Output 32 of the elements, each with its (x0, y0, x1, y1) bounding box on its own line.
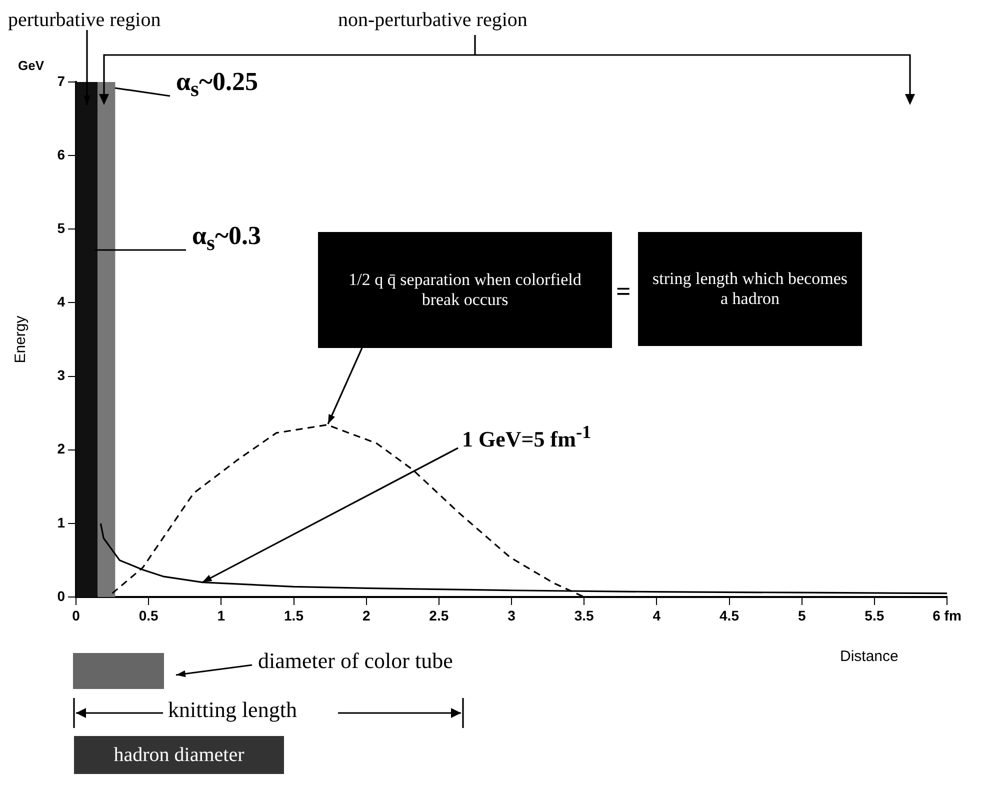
text: GeV (18, 58, 44, 74)
text: non-perturbative region (338, 8, 528, 32)
x-tick-label: 0.5 (138, 607, 159, 624)
y-tick-label: 0 (57, 588, 66, 604)
x-tick-label: 2 (362, 607, 370, 624)
y-tick-label: 2 (57, 440, 66, 457)
y-tick-label: 4 (57, 294, 66, 310)
y-tick-label: 3 (57, 367, 66, 384)
x-tick-label: 3.5 (574, 607, 594, 624)
x-tick-label: 2.5 (429, 607, 449, 624)
x-tick-label: 1.5 (284, 607, 304, 624)
y-tick-label: 5 (57, 220, 66, 236)
x-tick-label: 3 (508, 607, 516, 624)
text: perturbative region (8, 8, 161, 32)
x-tick-label: 0 (72, 607, 80, 624)
x-tick-label: 4 (652, 607, 661, 624)
x-tick-label: 5 (798, 607, 806, 624)
y-tick-label: 1 (57, 514, 66, 530)
x-tick-label: 1 (217, 607, 226, 624)
y-axis-title: Energy (12, 315, 30, 364)
x-tick-label: 5.5 (864, 607, 884, 624)
annotation: α$_{s}$~0.3 (192, 220, 261, 256)
x-tick-label: 4.5 (720, 607, 740, 624)
annotation: = (616, 276, 631, 308)
y-tick-label: 6 (57, 146, 66, 162)
annotation: 1 GeV=5 fm$^{-1}$ (462, 422, 592, 453)
x-tick-label: 6 fm (932, 607, 962, 624)
text: diameter of color tube (258, 648, 453, 674)
annotation: α$_{s}$~0.25 (176, 66, 258, 102)
y-tick-label: 7 (57, 72, 66, 89)
x-axis-title: Distance (840, 648, 898, 665)
text: knitting length (168, 697, 297, 724)
